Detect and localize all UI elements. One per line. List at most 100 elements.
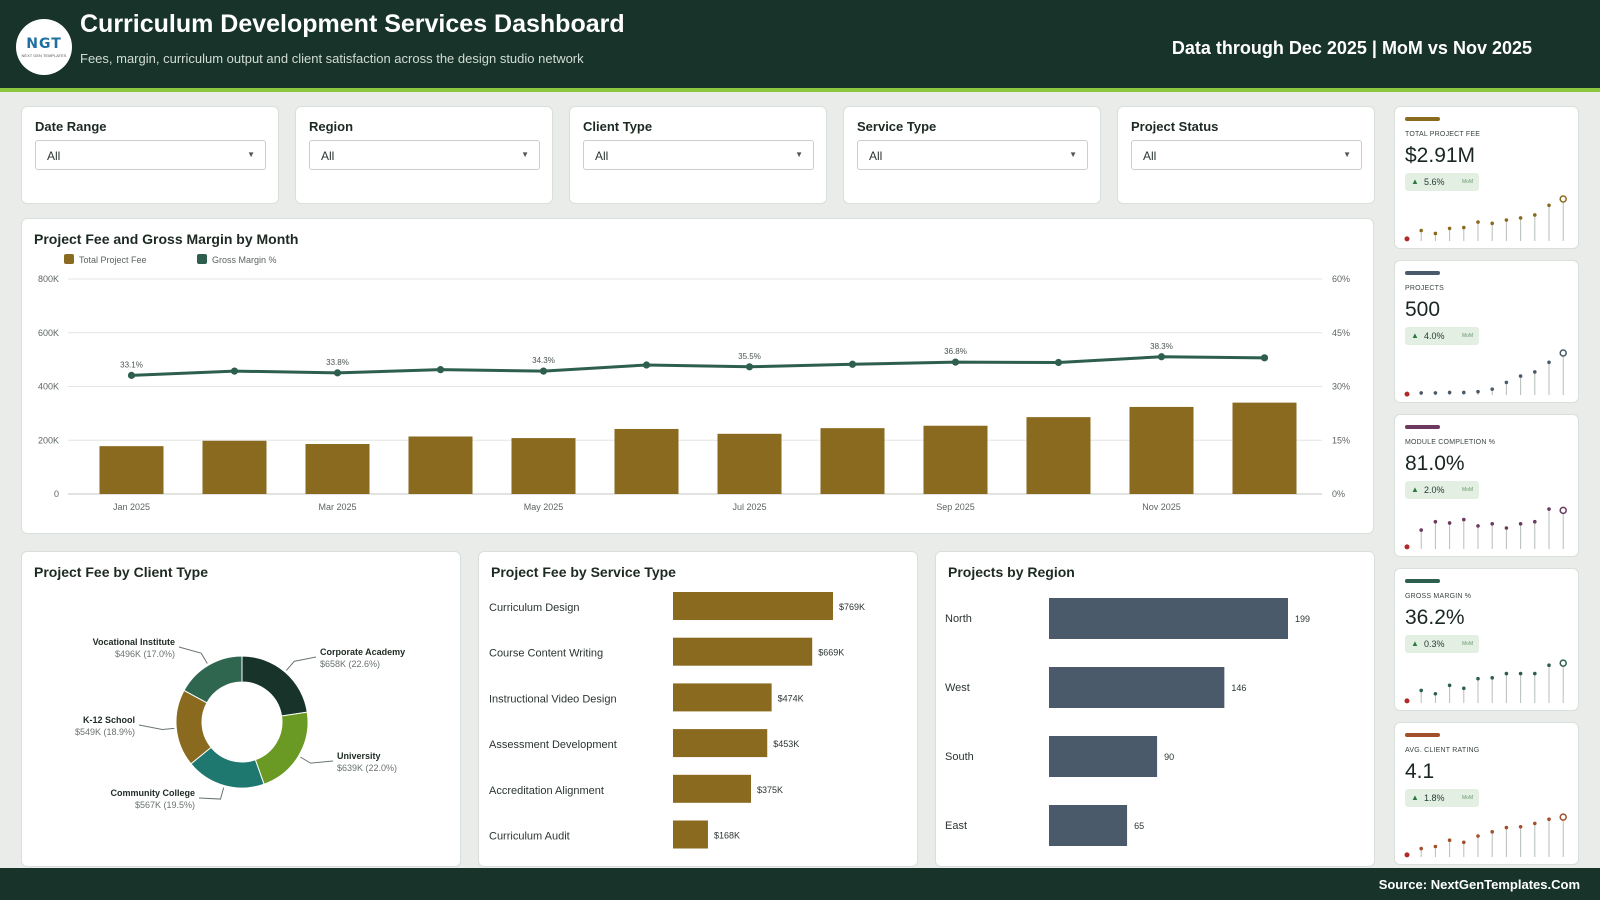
- sparkline-point: [1447, 390, 1452, 395]
- kpi-change-badge: ▲ 2.0% MoM: [1405, 481, 1479, 499]
- sparkline-point: [1419, 391, 1423, 395]
- margin-point: [1054, 358, 1063, 367]
- sparkline-point: [1490, 830, 1494, 834]
- sparkline-point: [1476, 524, 1480, 528]
- service-type-bar: [673, 683, 772, 712]
- margin-point: [1260, 354, 1269, 362]
- kpi-client-rating: AVG. CLIENT RATING 4.1 ▲ 1.8% MoM: [1394, 722, 1579, 865]
- service-type-label: Curriculum Design: [489, 602, 579, 614]
- sparkline-point: [1547, 507, 1551, 511]
- legend-total-project-fee: Total Project Fee: [64, 254, 147, 265]
- legend-label: Gross Margin %: [212, 255, 277, 265]
- donut-slice-value: $496K (17.0%): [115, 649, 175, 659]
- region-label: West: [945, 682, 970, 694]
- sparkline-point: [1419, 688, 1423, 693]
- region-dropdown[interactable]: All ▼: [309, 140, 540, 170]
- y-tick-label-right: 15%: [1332, 435, 1350, 445]
- project-status-dropdown[interactable]: All ▼: [1131, 140, 1362, 170]
- margin-point: [848, 360, 857, 368]
- caret-down-icon: ▼: [521, 150, 529, 159]
- arrow-up-icon: ▲: [1411, 177, 1419, 186]
- dropdown-value: All: [869, 149, 883, 163]
- logo-mark: NGT: [26, 36, 62, 52]
- service-type-value: $168K: [714, 831, 740, 841]
- fee-bar: [511, 438, 576, 494]
- sparkline-point: [1547, 817, 1551, 821]
- arrow-up-icon: ▲: [1411, 639, 1419, 648]
- sparkline-point-latest: [1559, 659, 1567, 667]
- client-type-dropdown[interactable]: All ▼: [583, 140, 814, 170]
- fee-bar: [1232, 402, 1297, 494]
- sparkline-point: [1504, 380, 1509, 385]
- kpi-change: 0.3%: [1424, 639, 1445, 649]
- filter-region: Region All ▼: [295, 106, 553, 204]
- filter-date-range: Date Range All ▼: [21, 106, 279, 204]
- x-tick-label: May 2025: [524, 502, 564, 512]
- fee-bar: [717, 433, 782, 494]
- sparkline-point: [1419, 846, 1423, 851]
- kpi-sparkline: [1404, 813, 1567, 858]
- sparkline-point: [1504, 671, 1509, 676]
- legend-gross-margin: Gross Margin %: [197, 254, 277, 265]
- donut-slice: [241, 655, 308, 717]
- margin-point: [230, 367, 239, 375]
- region-value: 146: [1231, 683, 1246, 693]
- arrow-up-icon: ▲: [1411, 485, 1419, 494]
- region-label: North: [945, 613, 972, 625]
- kpi-value: 81.0%: [1405, 452, 1465, 475]
- legend-swatch: [64, 254, 74, 264]
- region-label: South: [945, 751, 974, 763]
- caret-down-icon: ▼: [1343, 150, 1351, 159]
- kpi-value: 4.1: [1405, 760, 1435, 783]
- margin-point: [436, 366, 445, 374]
- dropdown-value: All: [595, 149, 609, 163]
- sparkline-point: [1533, 519, 1537, 524]
- kpi-change: 4.0%: [1424, 331, 1445, 341]
- sparkline-point: [1476, 220, 1480, 224]
- sparkline-point: [1518, 522, 1523, 526]
- sparkline-point: [1533, 821, 1537, 826]
- service-type-value: $769K: [839, 602, 865, 612]
- x-tick-label: Jul 2025: [732, 502, 766, 512]
- sparkline-point: [1476, 834, 1480, 838]
- region-bar: [1049, 667, 1225, 708]
- donut-slice-value: $549K (18.9%): [75, 727, 135, 737]
- sparkline-point: [1404, 236, 1410, 242]
- region-chart-card: Projects by Region: [935, 551, 1375, 867]
- date-range-dropdown[interactable]: All ▼: [35, 140, 266, 170]
- donut-slice-value: $658K (22.6%): [320, 659, 380, 669]
- sparkline-point: [1433, 691, 1438, 696]
- sparkline-point: [1518, 671, 1523, 676]
- filter-service-type: Service Type All ▼: [843, 106, 1101, 204]
- y-tick-label-right: 0%: [1332, 489, 1345, 499]
- filter-label: Project Status: [1131, 119, 1219, 134]
- y-tick-label-left: 0: [54, 489, 59, 499]
- kpi-mom: MoM: [1462, 333, 1474, 339]
- legend-label: Total Project Fee: [79, 255, 147, 265]
- sparkline-point-latest: [1559, 506, 1567, 515]
- service-type-dropdown[interactable]: All ▼: [857, 140, 1088, 170]
- sparkline-point: [1462, 686, 1466, 691]
- sparkline-point: [1462, 840, 1466, 845]
- logo-subtext: NEXT GEN TEMPLATES: [21, 53, 67, 58]
- margin-data-label: 35.5%: [738, 352, 761, 361]
- footer: Source: NextGenTemplates.Com: [0, 868, 1600, 900]
- data-through-label: Data through Dec 2025 | MoM vs Nov 2025: [1171, 38, 1532, 58]
- sparkline-point: [1433, 519, 1438, 524]
- sparkline-point: [1547, 663, 1551, 667]
- sparkline-point-latest: [1559, 195, 1567, 203]
- region-bar: [1049, 598, 1288, 639]
- kpi-value: 500: [1405, 298, 1441, 321]
- region-bar: [1049, 805, 1128, 846]
- chart-title: Projects by Region: [948, 564, 1075, 580]
- region-value: 90: [1164, 752, 1174, 762]
- sparkline-point: [1476, 676, 1480, 681]
- sparkline-point: [1476, 389, 1480, 394]
- sparkline-point: [1518, 824, 1523, 829]
- filter-client-type: Client Type All ▼: [569, 106, 827, 204]
- source-label: Source: NextGenTemplates.Com: [1378, 877, 1580, 892]
- sparkline-point: [1490, 676, 1494, 680]
- kpi-accent-bar: [1405, 117, 1440, 121]
- donut-slice-value: $567K (19.5%): [135, 800, 195, 810]
